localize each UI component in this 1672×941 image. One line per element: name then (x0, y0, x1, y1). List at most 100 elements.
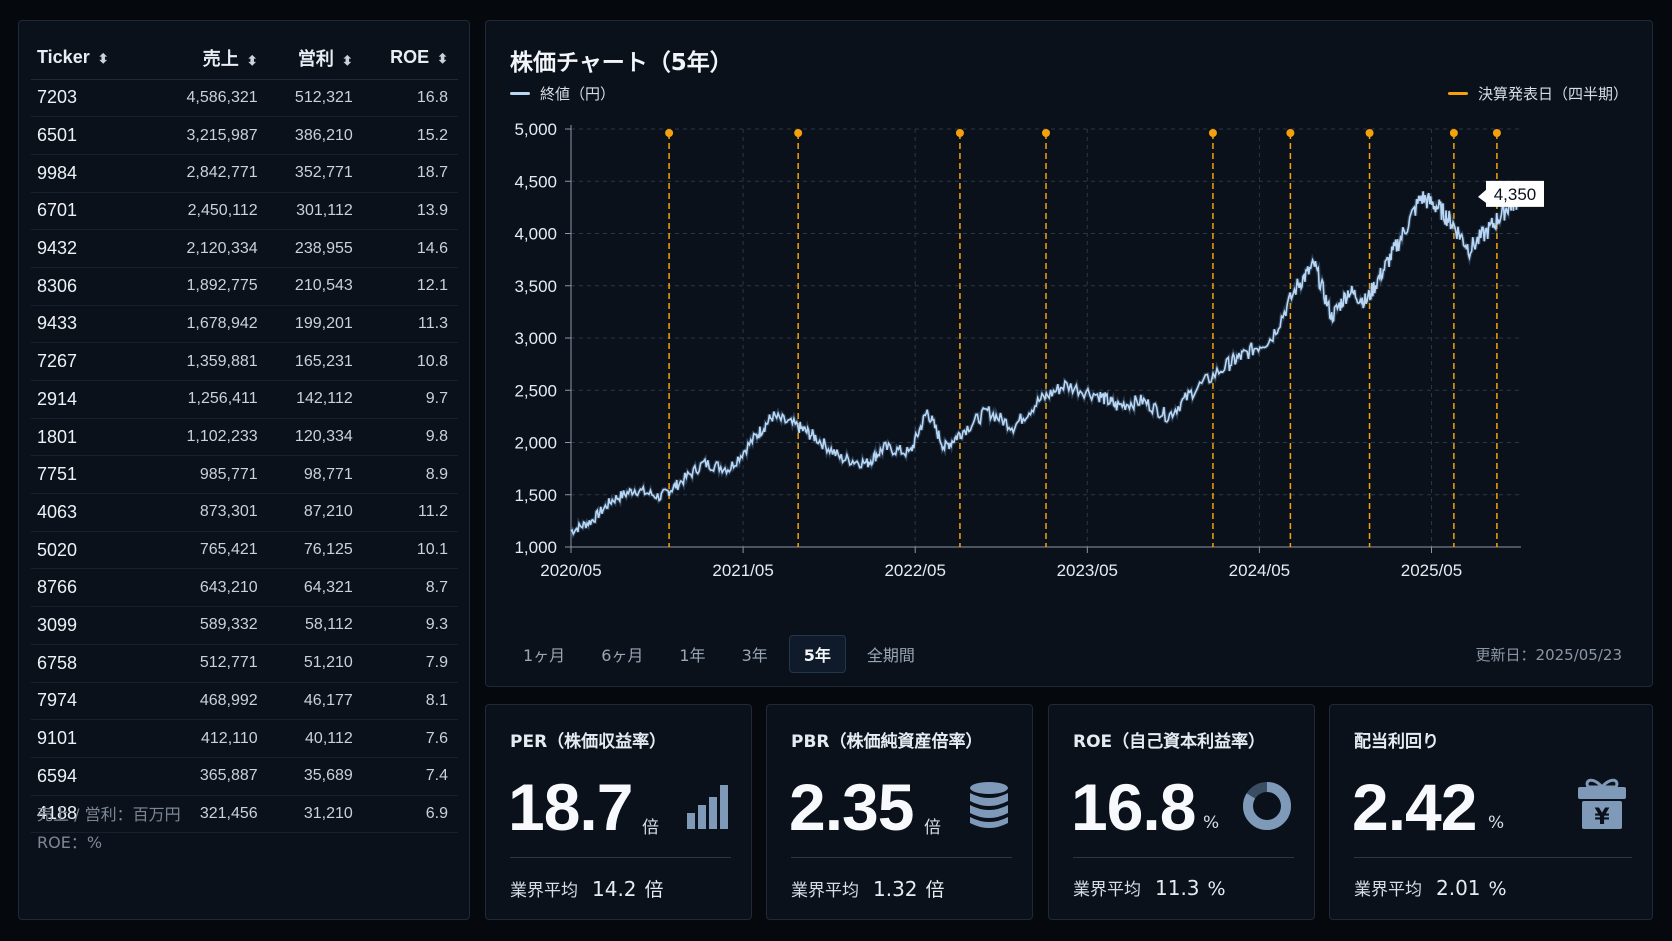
table-row[interactable]: 7267 1,359,881 165,231 10.8 (31, 342, 458, 381)
industry-average-unit: 倍 (925, 879, 945, 901)
range-tabs: 1ヶ月 6ヶ月 1年 3年 5年 全期間 (508, 635, 936, 673)
ticker-cell: 4063 (31, 493, 154, 532)
operating-profit-cell: 352,771 (267, 154, 363, 193)
operating-profit-cell: 31,210 (267, 795, 363, 834)
table-row[interactable]: 2914 1,256,411 142,112 9.7 (31, 380, 458, 419)
table-row[interactable]: 8766 643,210 64,321 8.7 (31, 568, 458, 608)
table-row[interactable]: 6501 3,215,987 386,210 15.2 (31, 116, 458, 155)
table-row[interactable]: 3099 589,332 58,112 9.3 (31, 606, 458, 645)
kpi-card-pbr: PBR（株価純資産倍率） 2.35 倍 業界平均 1.32 倍 (766, 704, 1033, 920)
column-header-operating-profit[interactable]: 営利 ⬍ (267, 37, 363, 80)
table-row[interactable]: 1801 1,102,233 120,334 9.8 (31, 418, 458, 457)
bar-chart-icon (685, 781, 729, 833)
x-tick-label: 2024/05 (1229, 561, 1290, 580)
table-row[interactable]: 4063 873,301 87,210 11.2 (31, 493, 458, 532)
earnings-date-marker (955, 129, 964, 137)
roe-cell: 8.7 (362, 568, 458, 608)
range-tab[interactable]: 1ヶ月 (523, 646, 566, 665)
roe-cell: 18.7 (362, 154, 458, 193)
x-tick-label: 2021/05 (712, 561, 773, 580)
ticker-cell: 6701 (31, 192, 154, 231)
legend-earnings-label: 決算発表日（四半期） (1477, 85, 1628, 103)
range-tab[interactable]: 1年 (679, 646, 706, 665)
sales-cell: 4,586,321 (153, 79, 268, 118)
legend-price: 終値（円） (510, 83, 615, 104)
roe-cell: 8.1 (362, 682, 458, 721)
table-row[interactable]: 6701 2,450,112 301,112 13.9 (31, 192, 458, 231)
ticker-cell: 9101 (31, 719, 154, 758)
sort-icon[interactable]: ⬍ (246, 52, 258, 68)
sales-cell: 2,450,112 (153, 192, 268, 231)
table-row[interactable]: 7203 4,586,321 512,321 16.8 (31, 79, 458, 118)
x-tick-label: 2025/05 (1401, 561, 1462, 580)
column-header-ticker[interactable]: Ticker ⬍ (31, 37, 154, 80)
legend-line-swatch (510, 92, 530, 95)
last-value-tag (1478, 180, 1544, 207)
earnings-date-marker (1449, 129, 1458, 137)
sales-cell: 765,421 (153, 531, 268, 570)
price-chart[interactable]: 1,000 1,500 2,000 2,500 3,000 3,500 4,000 4,500… (486, 21, 1654, 688)
table-body: 7203 4,586,321 512,321 16.8 6501 3,215,987 386… (31, 79, 458, 834)
table-row[interactable]: 7751 985,771 98,771 8.9 (31, 455, 458, 495)
table-row[interactable]: 9432 2,120,334 238,955 14.6 (31, 229, 458, 268)
table-row[interactable]: 5020 765,421 76,125 10.1 (31, 531, 458, 570)
table-row[interactable]: 9984 2,842,771 352,771 18.7 (31, 154, 458, 193)
roe-cell: 10.8 (362, 342, 458, 381)
column-label: Ticker (37, 47, 90, 68)
roe-cell: 9.7 (362, 380, 458, 419)
sort-icon[interactable]: ⬍ (341, 52, 353, 68)
kpi-card-dividend-yield: 配当利回り 2.42 % ¥ 業界平均 2.01 % (1329, 704, 1653, 920)
sales-cell: 321,456 (153, 795, 268, 834)
sort-icon[interactable]: ⬍ (437, 51, 448, 67)
ticker-cell: 6758 (31, 644, 154, 683)
y-tick-label: 3,000 (514, 329, 557, 348)
range-tab[interactable]: 全期間 (866, 646, 915, 665)
sales-cell: 873,301 (153, 493, 268, 532)
range-tab[interactable]: 6ヶ月 (601, 646, 644, 665)
table-row[interactable]: 9101 412,110 40,112 7.6 (31, 719, 458, 758)
operating-profit-cell: 120,334 (267, 418, 363, 457)
ticker-cell: 7751 (31, 455, 154, 495)
operating-profit-cell: 64,321 (267, 568, 363, 608)
table-row[interactable]: 7974 468,992 46,177 8.1 (31, 682, 458, 721)
y-tick-label: 2,500 (514, 381, 557, 400)
column-header-roe[interactable]: ROE ⬍ (362, 37, 458, 80)
x-tick-label: 2023/05 (1057, 561, 1118, 580)
kpi-divider (510, 857, 731, 858)
sort-icon[interactable]: ⬍ (97, 51, 109, 67)
table-row[interactable]: 8306 1,892,775 210,543 12.1 (31, 267, 458, 306)
legend-price-label: 終値（円） (540, 85, 616, 103)
y-tick-label: 3,500 (514, 277, 557, 296)
roe-cell: 14.6 (362, 229, 458, 268)
roe-cell: 15.2 (362, 116, 458, 155)
industry-average: 業界平均 2.01 % (1354, 875, 1507, 900)
x-tick-label: 2022/05 (884, 561, 945, 580)
roe-cell: 13.9 (362, 192, 458, 231)
table-row[interactable]: 6758 512,771 51,210 7.9 (31, 644, 458, 683)
roe-cell: 8.9 (362, 455, 458, 495)
operating-profit-cell: 165,231 (267, 342, 363, 381)
legend-earnings: 決算発表日（四半期） (1447, 83, 1628, 104)
ticker-cell: 3099 (31, 606, 154, 645)
ticker-cell: 7974 (31, 682, 154, 721)
operating-profit-cell: 142,112 (267, 380, 363, 419)
industry-average: 業界平均 11.3 % (1073, 875, 1226, 900)
table-row[interactable]: 6594 365,887 35,689 7.4 (31, 757, 458, 796)
column-header-sales[interactable]: 売上 ⬍ (153, 37, 268, 80)
table-row[interactable]: 4188 321,456 31,210 6.9 (31, 795, 458, 834)
range-tab[interactable]: 3年 (741, 646, 768, 665)
table-row[interactable]: 9433 1,678,942 199,201 11.3 (31, 305, 458, 344)
sales-cell: 2,842,771 (153, 154, 268, 193)
price-line (570, 191, 1522, 536)
roe-cell: 9.8 (362, 418, 458, 457)
roe-cell: 11.3 (362, 305, 458, 344)
kpi-unit: % (1488, 813, 1505, 833)
roe-cell: 6.9 (362, 795, 458, 834)
operating-profit-cell: 301,112 (267, 192, 363, 231)
kpi-unit: 倍 (924, 818, 941, 838)
range-tab[interactable]: 5年 (788, 635, 846, 673)
roe-cell: 9.3 (362, 606, 458, 645)
kpi-value: 18.7 (508, 770, 633, 844)
legend-earnings-swatch (1447, 92, 1468, 95)
earnings-date-marker (1365, 129, 1374, 137)
